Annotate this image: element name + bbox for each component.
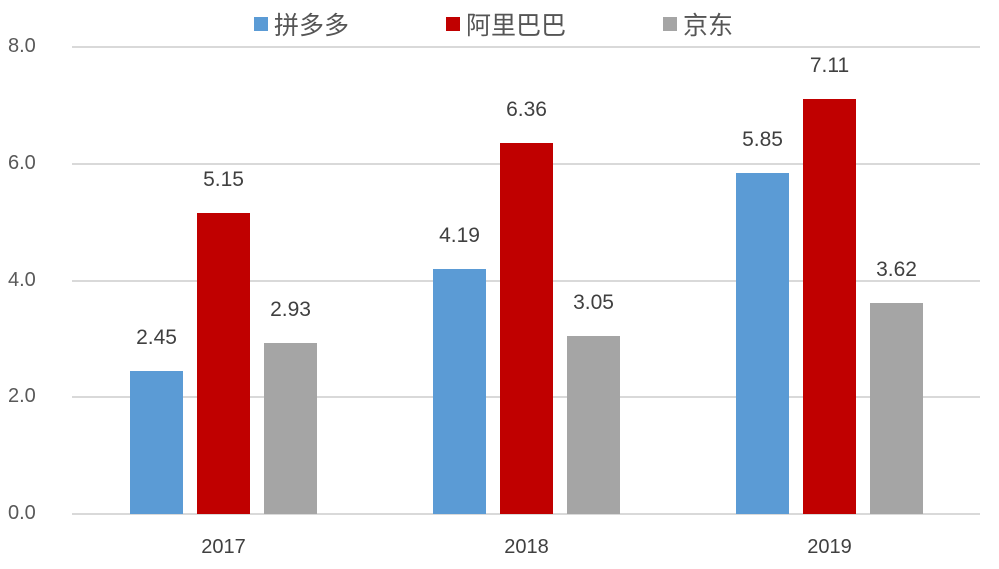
y-axis-tick-label: 2.0 [8, 385, 36, 408]
data-label: 4.19 [439, 224, 480, 248]
x-axis-tick-label: 2018 [504, 536, 549, 558]
legend-swatch-gray [663, 17, 677, 31]
bar-2019-1 [803, 98, 856, 514]
data-label: 6.36 [506, 97, 547, 121]
bar-2017-1 [197, 213, 250, 514]
legend-label: 阿里巴巴 [466, 11, 567, 40]
data-label: 2.93 [270, 297, 311, 321]
bar-2017-0 [130, 370, 183, 514]
legend-label: 拼多多 [274, 11, 350, 40]
y-axis-tick-label: 4.0 [8, 268, 36, 291]
bar-2019-2 [870, 302, 923, 514]
gridline [72, 513, 980, 515]
bar-2018-0 [433, 269, 486, 514]
chart-legend: 拼多多 阿里巴巴 京东 [0, 6, 999, 40]
bar-2017-2 [264, 342, 317, 514]
legend-swatch-red [446, 17, 460, 31]
legend-item-pinduoduo: 拼多多 [254, 6, 349, 42]
legend-item-jd: 京东 [663, 6, 733, 42]
data-label: 3.62 [876, 257, 917, 281]
data-label: 7.11 [809, 53, 850, 77]
y-axis-tick-label: 8.0 [8, 35, 36, 57]
y-axis-tick-label: 6.0 [8, 151, 36, 174]
legend-label: 京东 [683, 11, 734, 40]
gridline [72, 46, 980, 48]
bar-2019-0 [736, 172, 789, 514]
x-axis-tick-label: 2017 [201, 536, 246, 558]
y-axis-tick-label: 0.0 [8, 502, 36, 524]
data-label: 5.85 [742, 127, 783, 151]
data-label: 5.15 [203, 168, 244, 192]
data-label: 2.45 [136, 325, 177, 349]
x-axis-tick-label: 2019 [807, 536, 852, 558]
legend-swatch-blue [254, 17, 268, 31]
bar-2018-2 [567, 335, 620, 514]
data-label: 3.05 [573, 290, 614, 314]
bar-2018-1 [500, 142, 553, 514]
legend-item-alibaba: 阿里巴巴 [446, 6, 566, 42]
